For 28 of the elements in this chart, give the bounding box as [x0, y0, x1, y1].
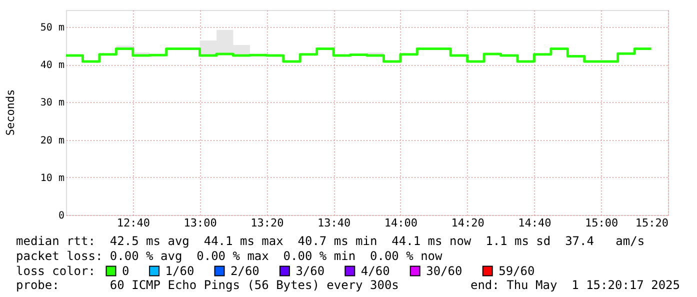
x-tick-label: 14:00: [384, 216, 418, 230]
x-tick-label: 14:20: [451, 216, 484, 230]
legend-label: 0: [122, 264, 130, 278]
y-axis-title: Seconds: [4, 89, 17, 136]
x-tick-label: 12:40: [116, 216, 150, 230]
x-tick-label: 13:40: [317, 216, 351, 230]
y-tick-label: 30 m: [40, 98, 64, 109]
text: end: Thu May 1 15:20:17 2025: [470, 278, 680, 292]
text: packet loss: 0.00 % avg 0.00 % max 0.00 % min 0.00 % now: [16, 249, 444, 263]
legend-label: 30/60: [426, 264, 462, 278]
x-tick-label: 14:40: [518, 216, 552, 230]
y-tick-label: 50 m: [40, 22, 64, 34]
y-tick-label: 0: [58, 210, 64, 222]
legend-label: 3/60: [296, 264, 325, 278]
text: median rtt: 42.5 ms avg 44.1 ms max 40.7 ms min 44.1 ms now 1.1 ms sd 37.4 am/s: [16, 234, 645, 248]
x-tick-label: 15:20: [635, 216, 668, 230]
legend-label: 1/60: [165, 264, 194, 278]
y-tick-label: 20 m: [40, 135, 64, 146]
y-tick-label: 10 m: [40, 172, 64, 184]
legend-title: loss color:: [16, 264, 96, 278]
legend-label: 2/60: [230, 264, 260, 278]
x-tick-label: 15:00: [585, 216, 618, 230]
x-tick-label: 13:00: [184, 216, 217, 230]
text: probe: 60 ICMP Echo Pings (56 Bytes) every 300s: [16, 278, 399, 292]
x-tick-label: 13:20: [250, 216, 284, 230]
y-tick-label: 40 m: [40, 60, 64, 72]
legend-label: 4/60: [360, 264, 390, 278]
legend-label: 59/60: [498, 264, 535, 278]
